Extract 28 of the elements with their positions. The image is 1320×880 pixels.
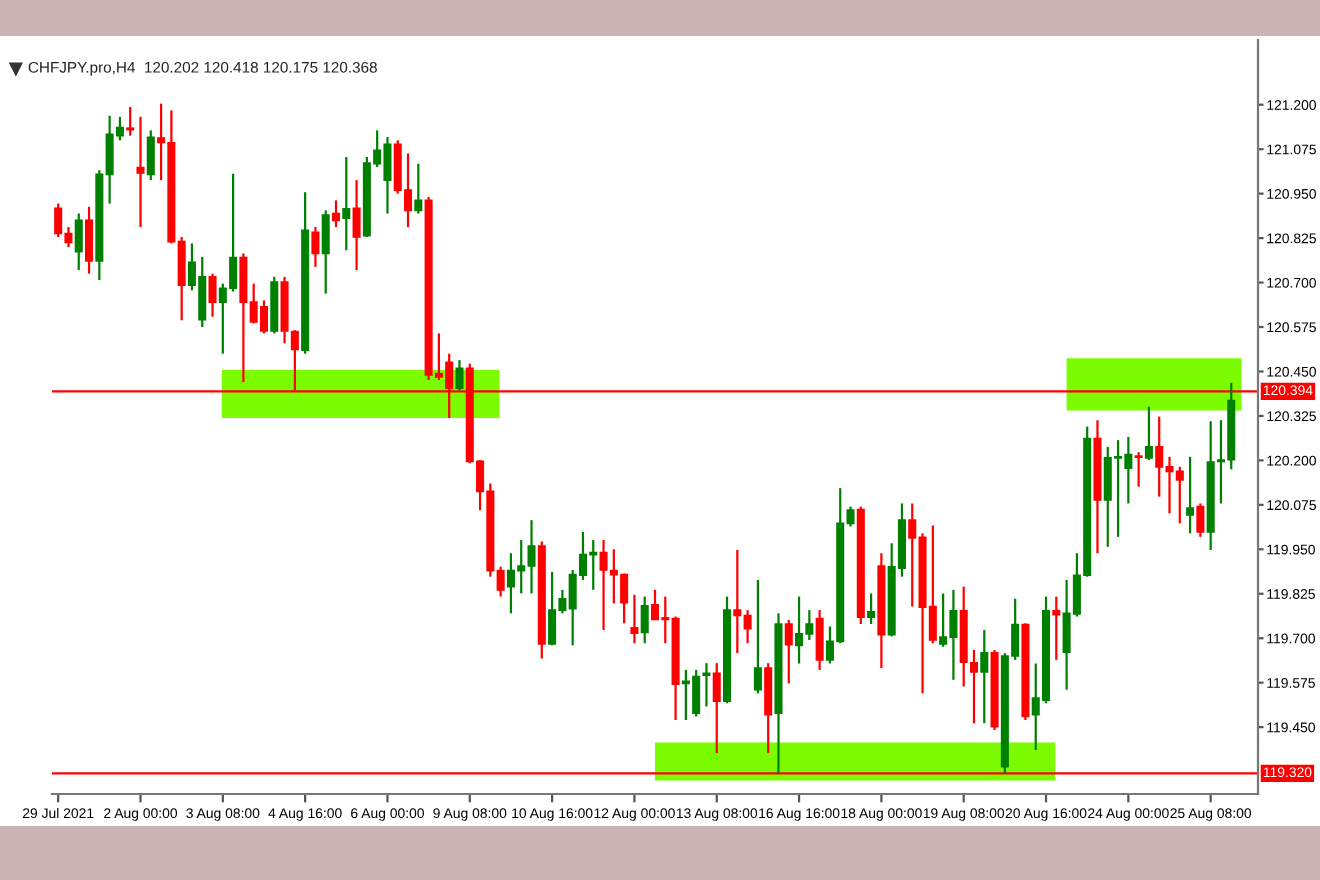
candlestick (352, 179, 361, 272)
candlestick (764, 662, 773, 755)
candlestick (712, 662, 721, 755)
candlestick (815, 609, 824, 671)
candlestick (136, 115, 145, 229)
candlestick (311, 225, 320, 269)
candlestick (867, 592, 876, 626)
candlestick (74, 212, 83, 272)
candlestick (980, 628, 989, 725)
candlestick (630, 593, 639, 645)
candlestick (146, 129, 155, 182)
candlestick (85, 205, 94, 275)
candlestick (784, 618, 793, 685)
candlestick (1186, 455, 1195, 535)
candlestick (1052, 595, 1061, 662)
candlestick (342, 155, 351, 252)
candlestick (331, 199, 341, 229)
candlestick (1134, 451, 1143, 488)
candlestick (414, 162, 423, 215)
candlestick (321, 209, 330, 295)
candlestick (455, 358, 464, 392)
candlestick (753, 578, 762, 695)
candlestick (702, 662, 711, 708)
candlestick (208, 272, 217, 318)
candlestick (1196, 502, 1205, 538)
candlestick (126, 105, 135, 137)
candlestick (1144, 405, 1153, 462)
candlestick (640, 595, 649, 645)
